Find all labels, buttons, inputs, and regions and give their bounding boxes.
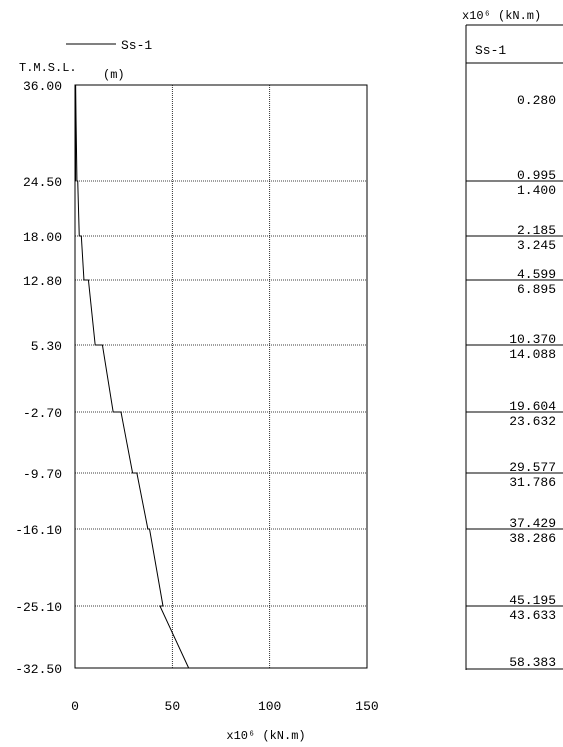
table-value: 2.185: [517, 223, 556, 238]
table-value: 43.633: [509, 608, 556, 623]
table-value: 58.383: [509, 655, 556, 670]
y-axis-label: T.M.S.L.: [19, 61, 77, 75]
table-value: 4.599: [517, 267, 556, 282]
x-tick-label: 150: [355, 699, 378, 714]
elevation-label: 5.30: [31, 339, 62, 354]
elevation-label: 18.00: [23, 230, 62, 245]
elevation-labels: 36.00 24.50 18.00 12.80 5.30 -2.70 -9.70 -16.10…: [15, 79, 62, 677]
x-tick-label: 50: [165, 699, 181, 714]
table-value: 6.895: [517, 282, 556, 297]
table-unit-label: x10⁶ (kN.m): [462, 9, 541, 23]
y-axis-unit: (m): [103, 68, 125, 82]
table-value: 0.995: [517, 168, 556, 183]
x-tick-label: 100: [258, 699, 281, 714]
x-tick-label: 0: [71, 699, 79, 714]
table-value: 38.286: [509, 531, 556, 546]
legend-label: Ss-1: [121, 38, 152, 53]
plot-frame: [74, 84, 368, 669]
table-value: 10.370: [509, 332, 556, 347]
vertical-gridlines: [171, 85, 271, 668]
elevation-label: -9.70: [23, 467, 62, 482]
table-value: 1.400: [517, 183, 556, 198]
table-value: 29.577: [509, 460, 556, 475]
table-value: 23.632: [509, 414, 556, 429]
elevation-label: -32.50: [15, 662, 62, 677]
elevation-label: -25.10: [15, 600, 62, 615]
moment-curve: [74, 84, 190, 669]
horizontal-gridlines: [75, 180, 367, 607]
table-value: 3.245: [517, 238, 556, 253]
table-value: 19.604: [509, 399, 556, 414]
table-header: Ss-1: [475, 43, 506, 58]
table-value: 37.429: [509, 516, 556, 531]
x-tick-labels: 0 50 100 150: [71, 699, 379, 714]
x-axis-label: x10⁶ (kN.m): [226, 729, 305, 743]
elevation-label: 24.50: [23, 175, 62, 190]
elevation-label: -16.10: [15, 523, 62, 538]
table-value: 0.280: [517, 93, 556, 108]
elevation-label: 12.80: [23, 274, 62, 289]
table-value: 45.195: [509, 593, 556, 608]
moment-polyline: [75, 84, 190, 669]
table-value: 14.088: [509, 347, 556, 362]
elevation-label: 36.00: [23, 79, 62, 94]
elevation-label: -2.70: [23, 406, 62, 421]
table-value: 31.786: [509, 475, 556, 490]
